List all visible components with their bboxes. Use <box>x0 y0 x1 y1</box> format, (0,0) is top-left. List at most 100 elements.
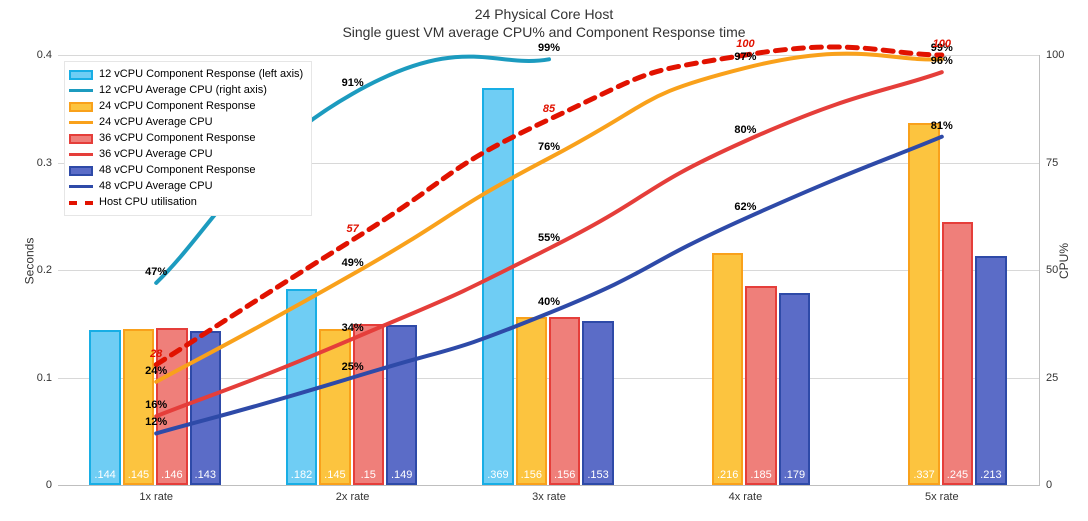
y-right-tick: 0 <box>1046 479 1052 491</box>
bar: .369 <box>482 88 513 485</box>
series-point-label: 80% <box>734 124 756 136</box>
chart-title-line1: 24 Physical Core Host <box>0 6 1088 22</box>
legend-item: 12 vCPU Component Response (left axis) <box>69 67 303 82</box>
series-point-label: 47% <box>145 266 167 278</box>
x-tick: 1x rate <box>139 491 173 503</box>
y-right-tick: 25 <box>1046 372 1058 384</box>
legend-item: 48 vCPU Component Response <box>69 163 303 178</box>
bar-value-label: .149 <box>388 469 415 481</box>
legend-label: 12 vCPU Average CPU (right axis) <box>99 83 267 98</box>
bar: .153 <box>582 321 613 485</box>
legend-item: 36 vCPU Average CPU <box>69 147 303 162</box>
bar-value-label: .153 <box>584 469 611 481</box>
y-right-axis-line <box>1039 55 1040 485</box>
bar: .149 <box>386 325 417 485</box>
legend-item: 48 vCPU Average CPU <box>69 179 303 194</box>
bar: .145 <box>319 329 350 485</box>
legend-label: 24 vCPU Component Response <box>99 99 256 114</box>
legend-line-icon <box>69 153 93 156</box>
series-point-label: 62% <box>734 202 756 214</box>
legend-line-icon <box>69 89 93 92</box>
series-point-label: 85 <box>543 103 555 115</box>
y-right-tick: 100 <box>1046 49 1064 61</box>
y-right-tick: 50 <box>1046 264 1058 276</box>
series-point-label: 24% <box>145 365 167 377</box>
y-left-tick: 0.2 <box>28 264 52 276</box>
bar-value-label: .146 <box>158 469 185 481</box>
legend-label: Host CPU utilisation <box>99 195 197 210</box>
bar: .213 <box>975 256 1006 485</box>
series-point-label: 49% <box>342 257 364 269</box>
bar: .245 <box>942 222 973 485</box>
legend-line-icon <box>69 185 93 188</box>
x-tick: 5x rate <box>925 491 959 503</box>
series-point-label: 81% <box>931 120 953 132</box>
legend-swatch <box>69 134 93 144</box>
bar: .156 <box>516 317 547 485</box>
plot-area: .144 .145 .146 .143 .182 .145 .15 .149 .369 .156.… <box>58 55 1040 485</box>
bar: .182 <box>286 289 317 485</box>
legend-swatch <box>69 70 93 80</box>
y-left-tick: 0.3 <box>28 157 52 169</box>
series-point-label: 28 <box>150 348 162 360</box>
series-point-label: 25% <box>342 361 364 373</box>
series-point-label: 12% <box>145 417 167 429</box>
chart-root: 24 Physical Core Host Single guest VM av… <box>0 0 1088 521</box>
grid-line <box>58 270 1040 271</box>
series-point-label: 100 <box>933 38 951 50</box>
x-tick: 2x rate <box>336 491 370 503</box>
bar: .143 <box>190 331 221 485</box>
legend-label: 36 vCPU Component Response <box>99 131 256 146</box>
series-point-label: 16% <box>145 399 167 411</box>
y-left-tick: 0.4 <box>28 49 52 61</box>
series-point-label: 96% <box>931 55 953 67</box>
legend-label: 48 vCPU Average CPU <box>99 179 213 194</box>
y-axis-left-label: Seconds <box>22 237 36 284</box>
y-left-tick: 0 <box>28 479 52 491</box>
legend-swatch <box>69 166 93 176</box>
bar-value-label: .216 <box>714 469 741 481</box>
bar-value-label: .145 <box>321 469 348 481</box>
bar: .144 <box>89 330 120 485</box>
y-right-tick: 75 <box>1046 157 1058 169</box>
legend-label: 12 vCPU Component Response (left axis) <box>99 67 303 82</box>
bar-value-label: .369 <box>484 469 511 481</box>
legend-item: 24 vCPU Average CPU <box>69 115 303 130</box>
legend-label: 48 vCPU Component Response <box>99 163 256 178</box>
bar-value-label: .15 <box>355 469 382 481</box>
series-point-label: 40% <box>538 296 560 308</box>
series-point-label: 91% <box>342 77 364 89</box>
series-point-label: 34% <box>342 322 364 334</box>
legend-label: 36 vCPU Average CPU <box>99 147 213 162</box>
bar-value-label: .156 <box>518 469 545 481</box>
bar-value-label: .182 <box>288 469 315 481</box>
bar: .185 <box>745 286 776 485</box>
series-point-label: 76% <box>538 141 560 153</box>
legend-item: 12 vCPU Average CPU (right axis) <box>69 83 303 98</box>
legend-line-icon <box>69 201 93 205</box>
bar: .337 <box>908 123 939 485</box>
bar-value-label: .185 <box>747 469 774 481</box>
legend-label: 24 vCPU Average CPU <box>99 115 213 130</box>
bar: .216 <box>712 253 743 485</box>
grid-line <box>58 55 1040 56</box>
bar-value-label: .213 <box>977 469 1004 481</box>
grid-line <box>58 485 1040 486</box>
bar: .179 <box>779 293 810 485</box>
bar-value-label: .143 <box>192 469 219 481</box>
bar-value-label: .337 <box>910 469 937 481</box>
series-point-label: 99% <box>538 42 560 54</box>
legend: 12 vCPU Component Response (left axis)12… <box>64 61 312 216</box>
series-point-label: 57 <box>346 223 358 235</box>
bar-value-label: .179 <box>781 469 808 481</box>
legend-item: 24 vCPU Component Response <box>69 99 303 114</box>
bar-value-label: .156 <box>551 469 578 481</box>
x-tick: 3x rate <box>532 491 566 503</box>
y-left-tick: 0.1 <box>28 372 52 384</box>
bar-value-label: .145 <box>125 469 152 481</box>
legend-item: 36 vCPU Component Response <box>69 131 303 146</box>
y-axis-right-label: CPU% <box>1057 242 1071 278</box>
legend-item: Host CPU utilisation <box>69 195 303 210</box>
bar-value-label: .144 <box>91 469 118 481</box>
x-tick: 4x rate <box>729 491 763 503</box>
